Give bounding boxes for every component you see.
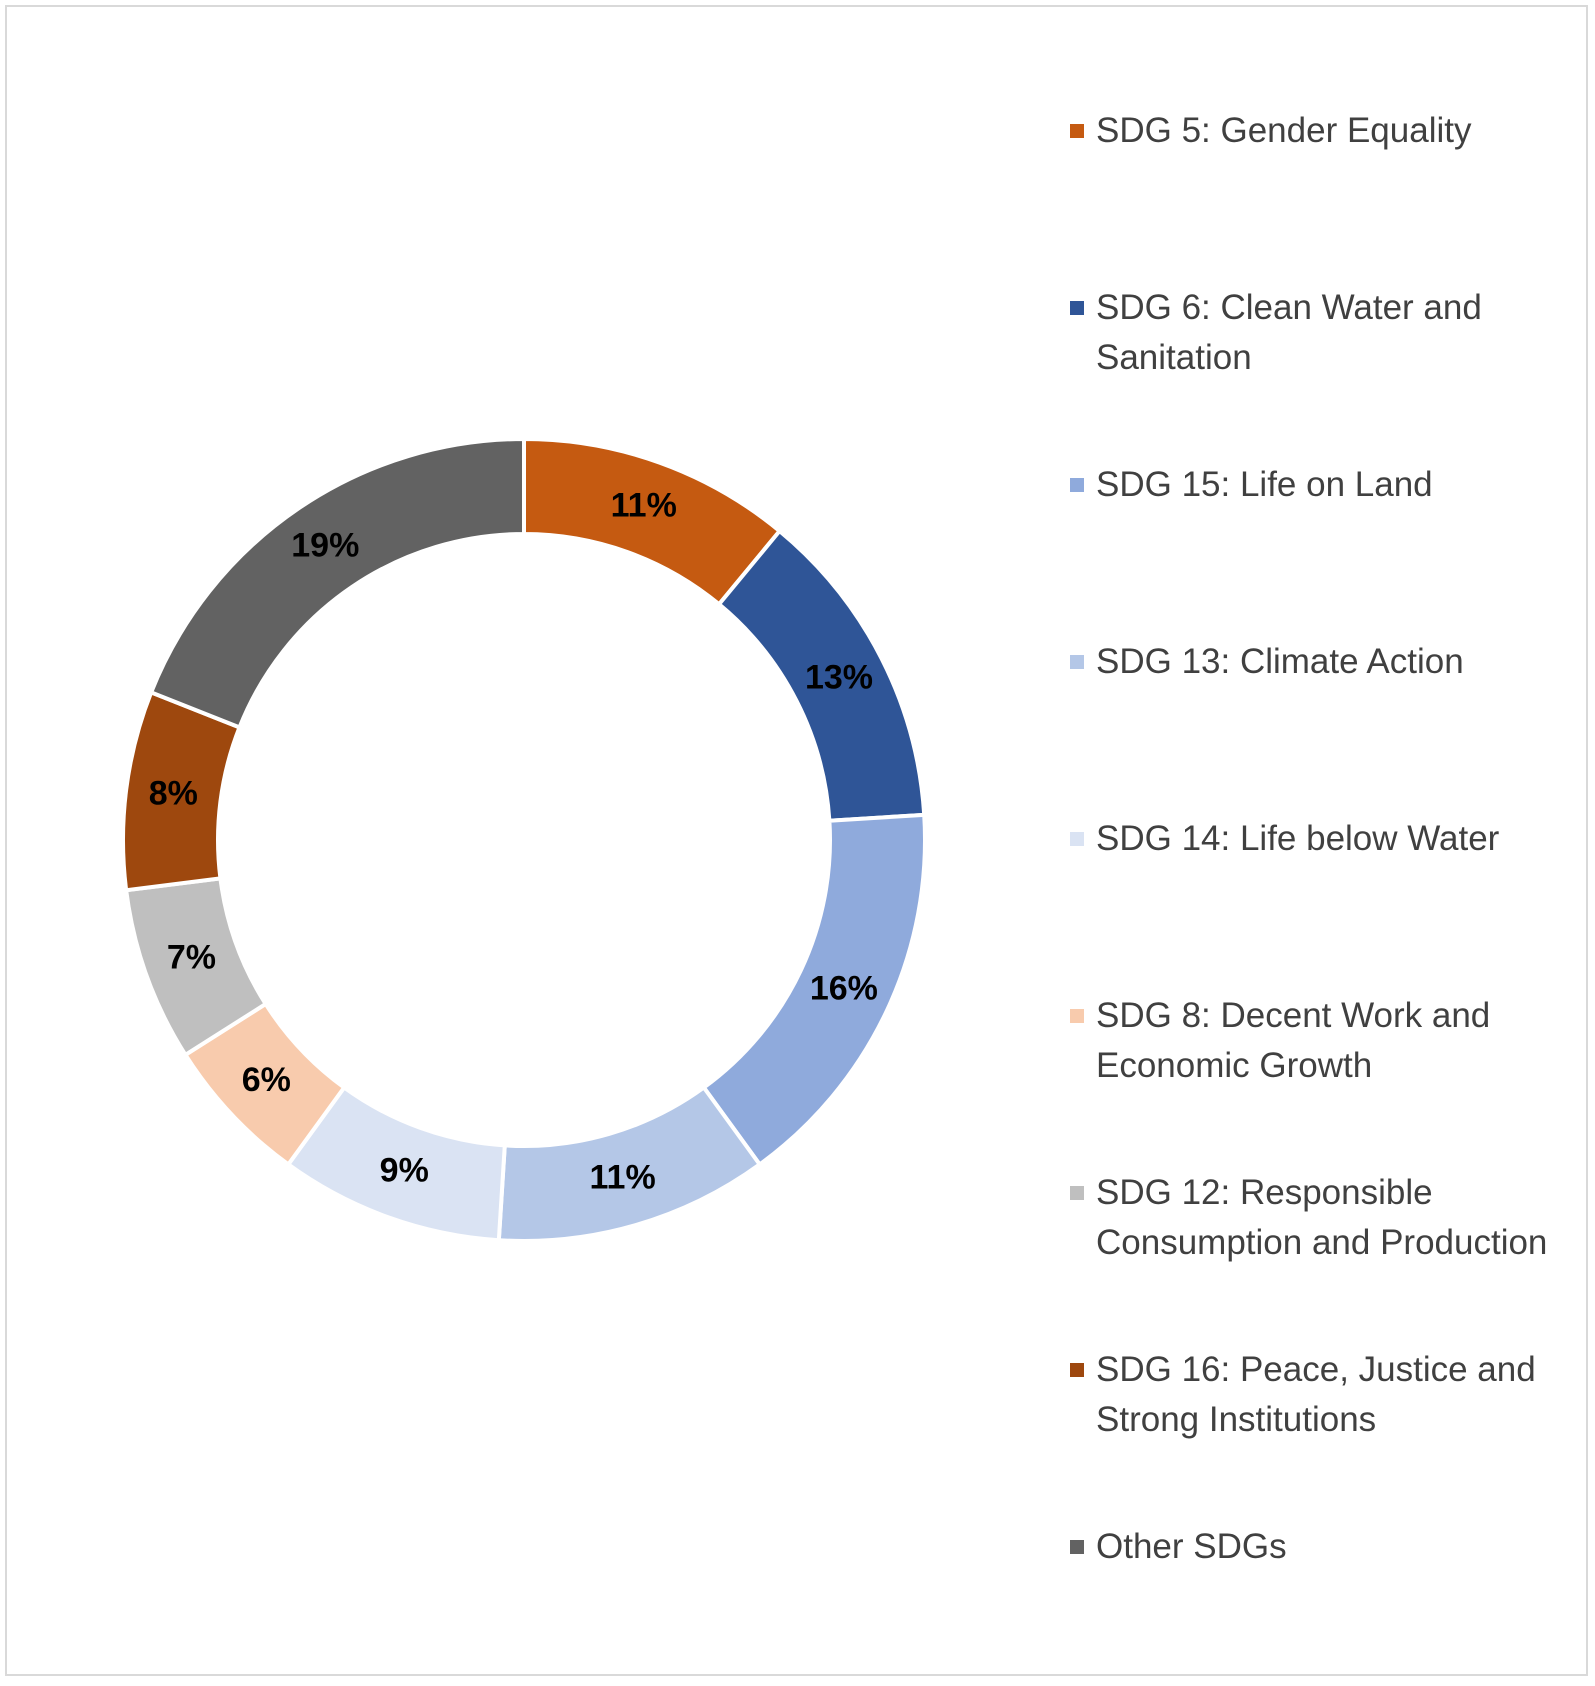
legend-item: SDG 13: Climate Action — [1070, 637, 1550, 687]
data-label: 8% — [149, 775, 198, 813]
data-label: 11% — [611, 486, 677, 524]
donut-segment — [148, 436, 526, 730]
legend-swatch — [1070, 124, 1084, 138]
legend-swatch — [1070, 1363, 1084, 1377]
data-label: 6% — [242, 1061, 291, 1099]
legend-item: SDG 14: Life below Water — [1070, 814, 1550, 864]
legend-label: SDG 8: Decent Work and Economic Growth — [1096, 996, 1491, 1085]
legend-swatch — [1070, 478, 1084, 492]
legend-swatch — [1070, 1009, 1084, 1023]
legend-label: SDG 15: Life on Land — [1096, 465, 1433, 504]
legend-swatch — [1070, 1186, 1084, 1200]
legend-item: Other SDGs — [1070, 1522, 1550, 1572]
data-label: 9% — [380, 1152, 429, 1190]
data-label: 19% — [291, 527, 359, 565]
legend-swatch — [1070, 1540, 1084, 1554]
legend-label: SDG 12: Responsible Consumption and Prod… — [1096, 1173, 1548, 1262]
legend-swatch — [1070, 655, 1084, 669]
legend-label: SDG 13: Climate Action — [1096, 642, 1464, 681]
legend-label: SDG 5: Gender Equality — [1096, 111, 1472, 150]
legend-swatch — [1070, 832, 1084, 846]
legend-label: Other SDGs — [1096, 1527, 1287, 1566]
legend-label: SDG 14: Life below Water — [1096, 819, 1500, 858]
data-label: 16% — [810, 969, 878, 1007]
legend-item: SDG 6: Clean Water and Sanitation — [1070, 283, 1550, 383]
legend-item: SDG 16: Peace, Justice and Strong Instit… — [1070, 1345, 1550, 1445]
legend-label: SDG 16: Peace, Justice and Strong Instit… — [1096, 1350, 1536, 1439]
data-label: 7% — [167, 939, 216, 977]
legend-item: SDG 5: Gender Equality — [1070, 106, 1550, 156]
legend-item: SDG 8: Decent Work and Economic Growth — [1070, 991, 1550, 1091]
legend-swatch — [1070, 301, 1084, 315]
legend-label: SDG 6: Clean Water and Sanitation — [1096, 288, 1482, 377]
chart-frame — [5, 5, 1588, 1676]
data-label: 13% — [805, 658, 873, 696]
legend-item: SDG 12: Responsible Consumption and Prod… — [1070, 1168, 1550, 1268]
data-label: 11% — [590, 1158, 656, 1196]
legend-item: SDG 15: Life on Land — [1070, 460, 1550, 510]
